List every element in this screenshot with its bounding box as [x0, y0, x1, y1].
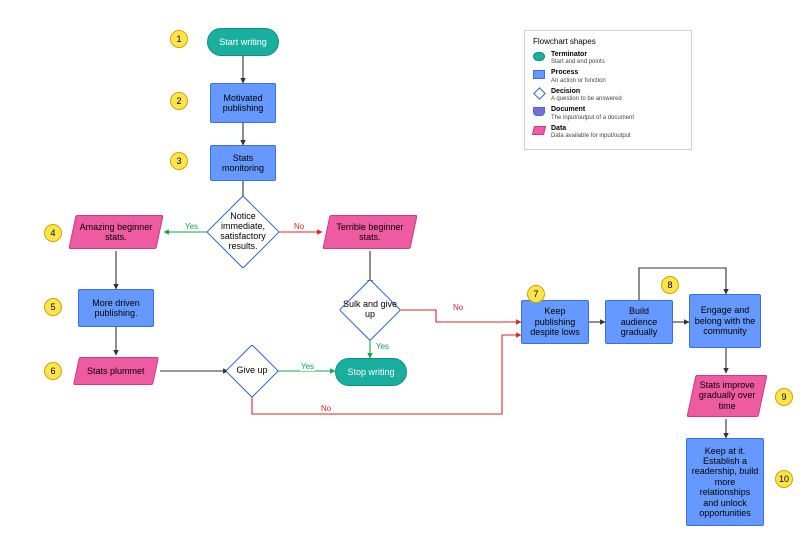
- legend-swatch-icon: [533, 87, 546, 100]
- step-badge: 5: [44, 298, 62, 316]
- legend-row: DataData available for input/output: [533, 125, 683, 141]
- process-monitor: Stats monitoring: [210, 145, 276, 181]
- legend-panel: Flowchart shapes TerminatorStart and end…: [524, 30, 692, 150]
- node-label: Stats improve gradually over time: [696, 380, 758, 411]
- node-label: Amazing beginner stats.: [77, 222, 155, 243]
- decision-notice: Notice immediate, satisfactory results.: [217, 206, 269, 258]
- legend-row: DecisionA question to be answered: [533, 88, 683, 104]
- node-label: Sulk and give up: [338, 278, 402, 342]
- edge-label: No: [293, 222, 305, 231]
- flowchart-canvas: Flowchart shapes TerminatorStart and end…: [0, 0, 800, 551]
- legend-text: DecisionA question to be answered: [551, 88, 622, 104]
- step-badge: 1: [170, 30, 188, 48]
- legend-text: DataData available for input/output: [551, 125, 631, 141]
- data-improve: Stats improve gradually over time: [687, 375, 768, 417]
- decision-giveup: Give up: [233, 352, 271, 390]
- legend-swatch-icon: [533, 107, 545, 116]
- step-badge: 7: [527, 285, 545, 303]
- edge-label: Yes: [300, 362, 315, 371]
- step-badge: 4: [44, 224, 62, 242]
- legend-item-desc: A question to be answered: [551, 96, 622, 103]
- step-badge: 3: [170, 152, 188, 170]
- process-moredriven: More driven publishing.: [78, 289, 154, 327]
- legend-item-desc: The input/output of a document: [551, 115, 634, 122]
- process-keepat: Keep at it. Establish a readership, buil…: [686, 438, 764, 526]
- legend-item-name: Data: [551, 125, 631, 133]
- step-badge: 10: [775, 470, 793, 488]
- legend-swatch-icon: [533, 52, 545, 61]
- process-engage: Engage and belong with the community: [689, 294, 761, 348]
- legend-swatch-icon: [532, 126, 546, 135]
- legend-item-name: Document: [551, 106, 634, 114]
- step-badge: 9: [775, 388, 793, 406]
- edge-label: No: [452, 303, 464, 312]
- process-motivated: Motivated publishing: [210, 83, 276, 123]
- node-label: Give up: [223, 342, 281, 400]
- legend-item-desc: An action or function: [551, 78, 606, 85]
- legend-row: TerminatorStart and end points: [533, 51, 683, 67]
- step-badge: 6: [44, 362, 62, 380]
- edge-label: No: [320, 404, 332, 413]
- edge-label: Yes: [375, 342, 390, 351]
- legend-item-name: Process: [551, 69, 606, 77]
- node-label: Stats plummet: [87, 366, 145, 376]
- legend-text: TerminatorStart and end points: [551, 51, 605, 67]
- legend-item-name: Terminator: [551, 51, 605, 59]
- legend-row: DocumentThe input/output of a document: [533, 106, 683, 122]
- legend-row: ProcessAn action or function: [533, 69, 683, 85]
- terminator-stop: Stop writing: [335, 358, 407, 386]
- legend-title: Flowchart shapes: [533, 37, 683, 47]
- node-label: Notice immediate, satisfactory results.: [207, 196, 279, 268]
- legend-text: ProcessAn action or function: [551, 69, 606, 85]
- legend-text: DocumentThe input/output of a document: [551, 106, 634, 122]
- legend-swatch-icon: [533, 70, 545, 79]
- data-plummet: Stats plummet: [73, 357, 159, 385]
- legend-item-name: Decision: [551, 88, 622, 96]
- edge-label: Yes: [184, 222, 199, 231]
- terminator-start: Start writing: [207, 28, 279, 56]
- node-label: Terrible beginner stats.: [331, 222, 409, 243]
- step-badge: 2: [170, 92, 188, 110]
- process-build: Build audience gradually: [605, 300, 673, 344]
- legend-item-desc: Data available for input/output: [551, 133, 631, 140]
- data-amazing: Amazing beginner stats.: [68, 215, 163, 249]
- decision-sulk: Sulk and give up: [348, 288, 392, 332]
- data-terrible: Terrible beginner stats.: [322, 215, 417, 249]
- legend-item-desc: Start and end points: [551, 59, 605, 66]
- step-badge: 8: [661, 276, 679, 294]
- process-keep: Keep publishing despite lows: [521, 300, 589, 344]
